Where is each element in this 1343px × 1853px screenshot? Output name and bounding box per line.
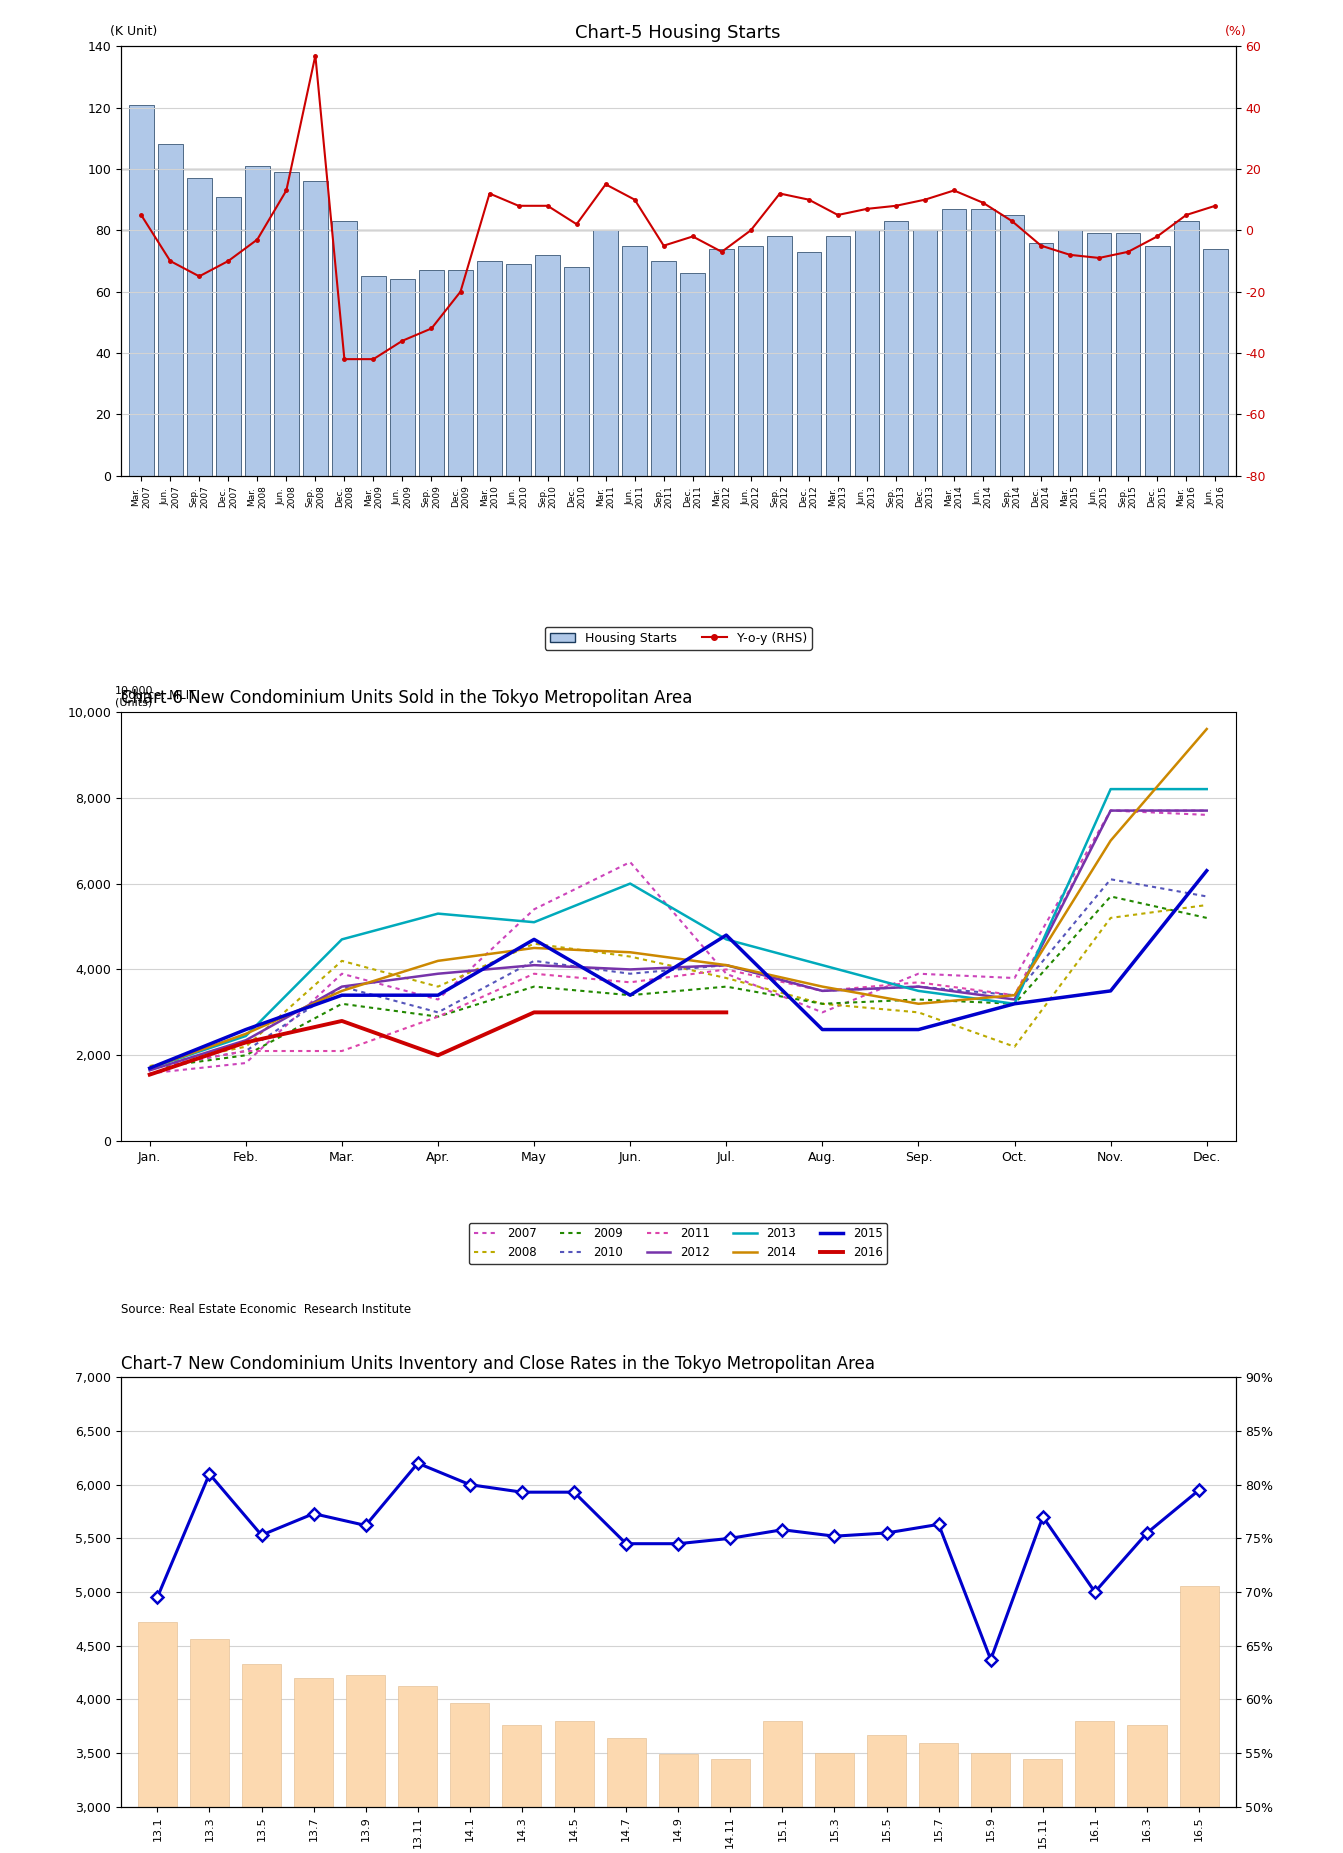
Bar [1116, 233, 1140, 476]
Bar [242, 1664, 281, 1853]
Bar [1203, 248, 1228, 476]
Bar [826, 237, 850, 476]
Bar [999, 215, 1025, 476]
Bar [1023, 1760, 1062, 1853]
Bar [1029, 243, 1053, 476]
Bar [971, 209, 995, 476]
Bar [389, 280, 415, 476]
Bar [709, 248, 735, 476]
Bar [506, 265, 530, 476]
Bar [399, 1686, 438, 1853]
Bar [884, 221, 908, 476]
Bar [346, 1675, 385, 1853]
Bar [658, 1755, 698, 1853]
Bar [187, 178, 212, 476]
Bar [450, 1703, 489, 1853]
Bar [1086, 233, 1112, 476]
Bar [854, 230, 880, 476]
Bar [216, 196, 240, 476]
Bar [1128, 1725, 1167, 1853]
Bar [913, 230, 937, 476]
Bar [477, 261, 502, 476]
Bar [710, 1760, 749, 1853]
Bar [158, 145, 183, 476]
Bar [294, 1677, 333, 1853]
Bar [739, 246, 763, 476]
Title: Chart-5 Housing Starts: Chart-5 Housing Starts [575, 24, 782, 43]
Bar [941, 209, 967, 476]
Bar [763, 1721, 802, 1853]
Bar [244, 167, 270, 476]
Bar [189, 1640, 228, 1853]
Bar [1179, 1586, 1218, 1853]
Bar [304, 182, 328, 476]
Text: (%): (%) [1225, 24, 1246, 37]
Bar [767, 237, 792, 476]
Bar [1144, 246, 1170, 476]
Bar [919, 1744, 958, 1853]
Bar [607, 1738, 646, 1853]
Text: 10,000
(Units): 10,000 (Units) [115, 686, 154, 708]
Bar [1058, 230, 1082, 476]
Bar [274, 172, 298, 476]
Text: (K Unit): (K Unit) [110, 24, 157, 37]
Bar [138, 1621, 177, 1853]
Bar [555, 1721, 594, 1853]
Bar [1076, 1721, 1115, 1853]
Text: Source: MLIT: Source: MLIT [121, 689, 196, 702]
Bar [796, 252, 821, 476]
Bar [536, 256, 560, 476]
Bar [449, 271, 473, 476]
Legend: 2007, 2008, 2009, 2010, 2011, 2012, 2013, 2014, 2015, 2016: 2007, 2008, 2009, 2010, 2011, 2012, 2013… [469, 1223, 888, 1264]
Text: Source: Real Estate Economic  Research Institute: Source: Real Estate Economic Research In… [121, 1303, 411, 1316]
Bar [502, 1725, 541, 1853]
Bar [419, 271, 443, 476]
Bar [594, 230, 618, 476]
Bar [361, 276, 385, 476]
Bar [815, 1753, 854, 1853]
Bar [971, 1753, 1010, 1853]
Bar [1174, 221, 1198, 476]
Text: Chart-6 New Condominium Units Sold in the Tokyo Metropolitan Area: Chart-6 New Condominium Units Sold in th… [121, 689, 692, 708]
Bar [868, 1734, 907, 1853]
Bar [129, 104, 153, 476]
Text: Chart-7 New Condominium Units Inventory and Close Rates in the Tokyo Metropolita: Chart-7 New Condominium Units Inventory … [121, 1355, 874, 1373]
Bar [622, 246, 647, 476]
Bar [681, 272, 705, 476]
Legend: Housing Starts, Y-o-y (RHS): Housing Starts, Y-o-y (RHS) [545, 626, 811, 650]
Bar [651, 261, 676, 476]
Bar [332, 221, 357, 476]
Bar [564, 267, 590, 476]
